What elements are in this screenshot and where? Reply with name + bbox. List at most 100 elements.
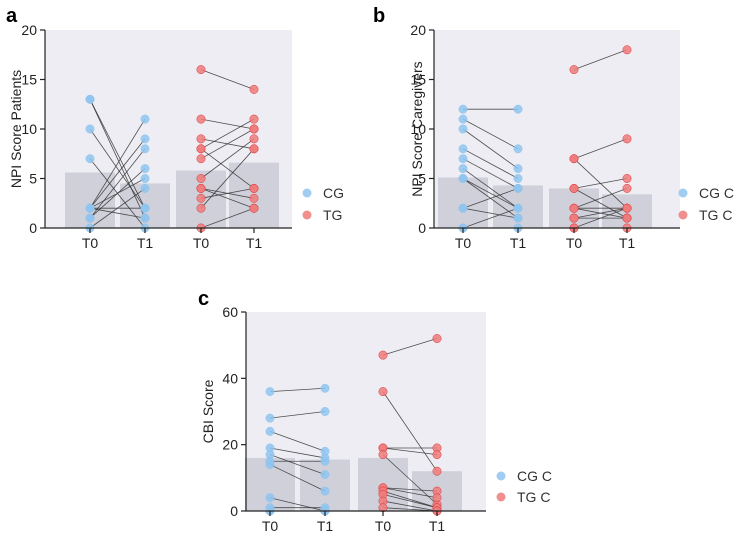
- data-point: [140, 144, 150, 154]
- pair-line: [269, 464, 326, 492]
- data-point: [378, 450, 388, 460]
- legend-marker: [496, 471, 506, 481]
- y-tick-label: 5: [418, 171, 426, 187]
- y-axis-label: NPI Score Patients: [8, 70, 24, 188]
- pair-line: [269, 447, 326, 459]
- pair-line: [200, 69, 255, 90]
- pair-line: [89, 99, 146, 209]
- data-point: [432, 334, 442, 343]
- data-point: [196, 154, 206, 164]
- pair-line: [269, 431, 326, 452]
- x-tick-label: T1: [619, 235, 636, 251]
- y-tick-label: 20: [410, 22, 426, 38]
- legend-label: TG C: [699, 207, 732, 223]
- pair-line: [382, 487, 438, 499]
- data-point: [458, 114, 468, 124]
- data-point: [432, 450, 442, 460]
- pair-line: [200, 188, 255, 199]
- legend-marker: [678, 188, 688, 198]
- data-point: [432, 493, 442, 503]
- pair-line: [573, 138, 628, 160]
- data-point: [458, 203, 468, 213]
- data-point: [622, 45, 632, 55]
- x-tick-label: T1: [429, 518, 446, 534]
- data-point: [140, 114, 150, 124]
- data-point: [378, 387, 388, 397]
- data-point: [85, 124, 95, 134]
- y-tick-label: 60: [222, 304, 238, 320]
- data-point: [513, 104, 523, 114]
- x-tick-label: T1: [510, 235, 527, 251]
- data-point: [320, 486, 330, 496]
- bar-t0-0: [438, 177, 488, 228]
- data-point: [320, 407, 330, 416]
- data-point: [622, 213, 632, 223]
- pair-line: [382, 338, 438, 356]
- legend-label: TG: [323, 207, 342, 223]
- data-point: [569, 183, 579, 193]
- pair-line: [269, 411, 326, 419]
- y-tick-label: 10: [410, 121, 426, 137]
- pair-line: [89, 99, 146, 219]
- pair-line: [462, 128, 519, 169]
- pair-line: [382, 490, 438, 509]
- pair-line: [269, 497, 326, 512]
- y-tick-label: 20: [21, 22, 37, 38]
- legend-label: CG C: [699, 185, 734, 201]
- x-tick-label: T1: [246, 235, 263, 251]
- data-point: [320, 470, 330, 479]
- data-point: [249, 144, 259, 154]
- data-point: [85, 154, 95, 164]
- y-tick-label: 0: [418, 220, 426, 236]
- data-point: [196, 183, 206, 193]
- data-point: [432, 466, 442, 476]
- chart-panel-b: 0 5 10 15 20 T0 T1 T0 T1 NPI Score Caregivers b CG …: [373, 5, 734, 251]
- x-tick-label: T0: [193, 235, 210, 251]
- chart-panel-c: 0 20 40 60 T0 T1 T0 T1 CBI Score c CG C TG C: [198, 288, 552, 534]
- data-point: [85, 203, 95, 213]
- chart-panel-a: 0 5 10 15 20 T0 T1 T0 T1 NPI Score Patients a CG TG: [6, 5, 344, 251]
- x-tick-label: T0: [375, 518, 392, 534]
- pair-line: [382, 487, 438, 492]
- data-point: [458, 154, 468, 164]
- y-tick-label: 20: [222, 437, 238, 453]
- panel-letter: a: [6, 5, 18, 27]
- data-point: [458, 144, 468, 154]
- pair-line: [573, 207, 628, 229]
- pair-line: [573, 188, 628, 219]
- data-point: [622, 134, 632, 144]
- pair-line: [382, 500, 438, 512]
- pair-line: [462, 148, 519, 179]
- pair-line: [200, 118, 255, 130]
- pair-line: [462, 207, 519, 229]
- data-point: [513, 183, 523, 193]
- pair-line: [462, 178, 519, 209]
- data-point: [458, 164, 468, 174]
- data-point: [249, 183, 259, 193]
- data-point: [249, 134, 259, 144]
- data-point: [378, 350, 388, 360]
- data-point: [196, 174, 206, 183]
- pair-line: [89, 118, 146, 209]
- data-point: [569, 65, 579, 75]
- pair-line: [462, 118, 519, 150]
- y-tick-label: 0: [230, 503, 238, 519]
- pair-line: [462, 168, 519, 209]
- legend-marker: [496, 492, 506, 502]
- pair-line: [89, 138, 146, 209]
- legend-marker: [678, 210, 688, 220]
- y-tick-label: 15: [21, 72, 37, 88]
- pair-line: [573, 178, 628, 189]
- data-point: [196, 203, 206, 213]
- pair-line: [89, 178, 146, 209]
- pair-line: [573, 207, 628, 219]
- data-point: [320, 456, 330, 466]
- data-point: [196, 65, 206, 75]
- data-point: [569, 213, 579, 223]
- data-point: [513, 174, 523, 183]
- x-tick-label: T0: [455, 235, 472, 251]
- legend-label: CG C: [517, 468, 552, 484]
- pair-line: [382, 391, 438, 472]
- data-point: [569, 154, 579, 164]
- y-tick-label: 15: [410, 72, 426, 88]
